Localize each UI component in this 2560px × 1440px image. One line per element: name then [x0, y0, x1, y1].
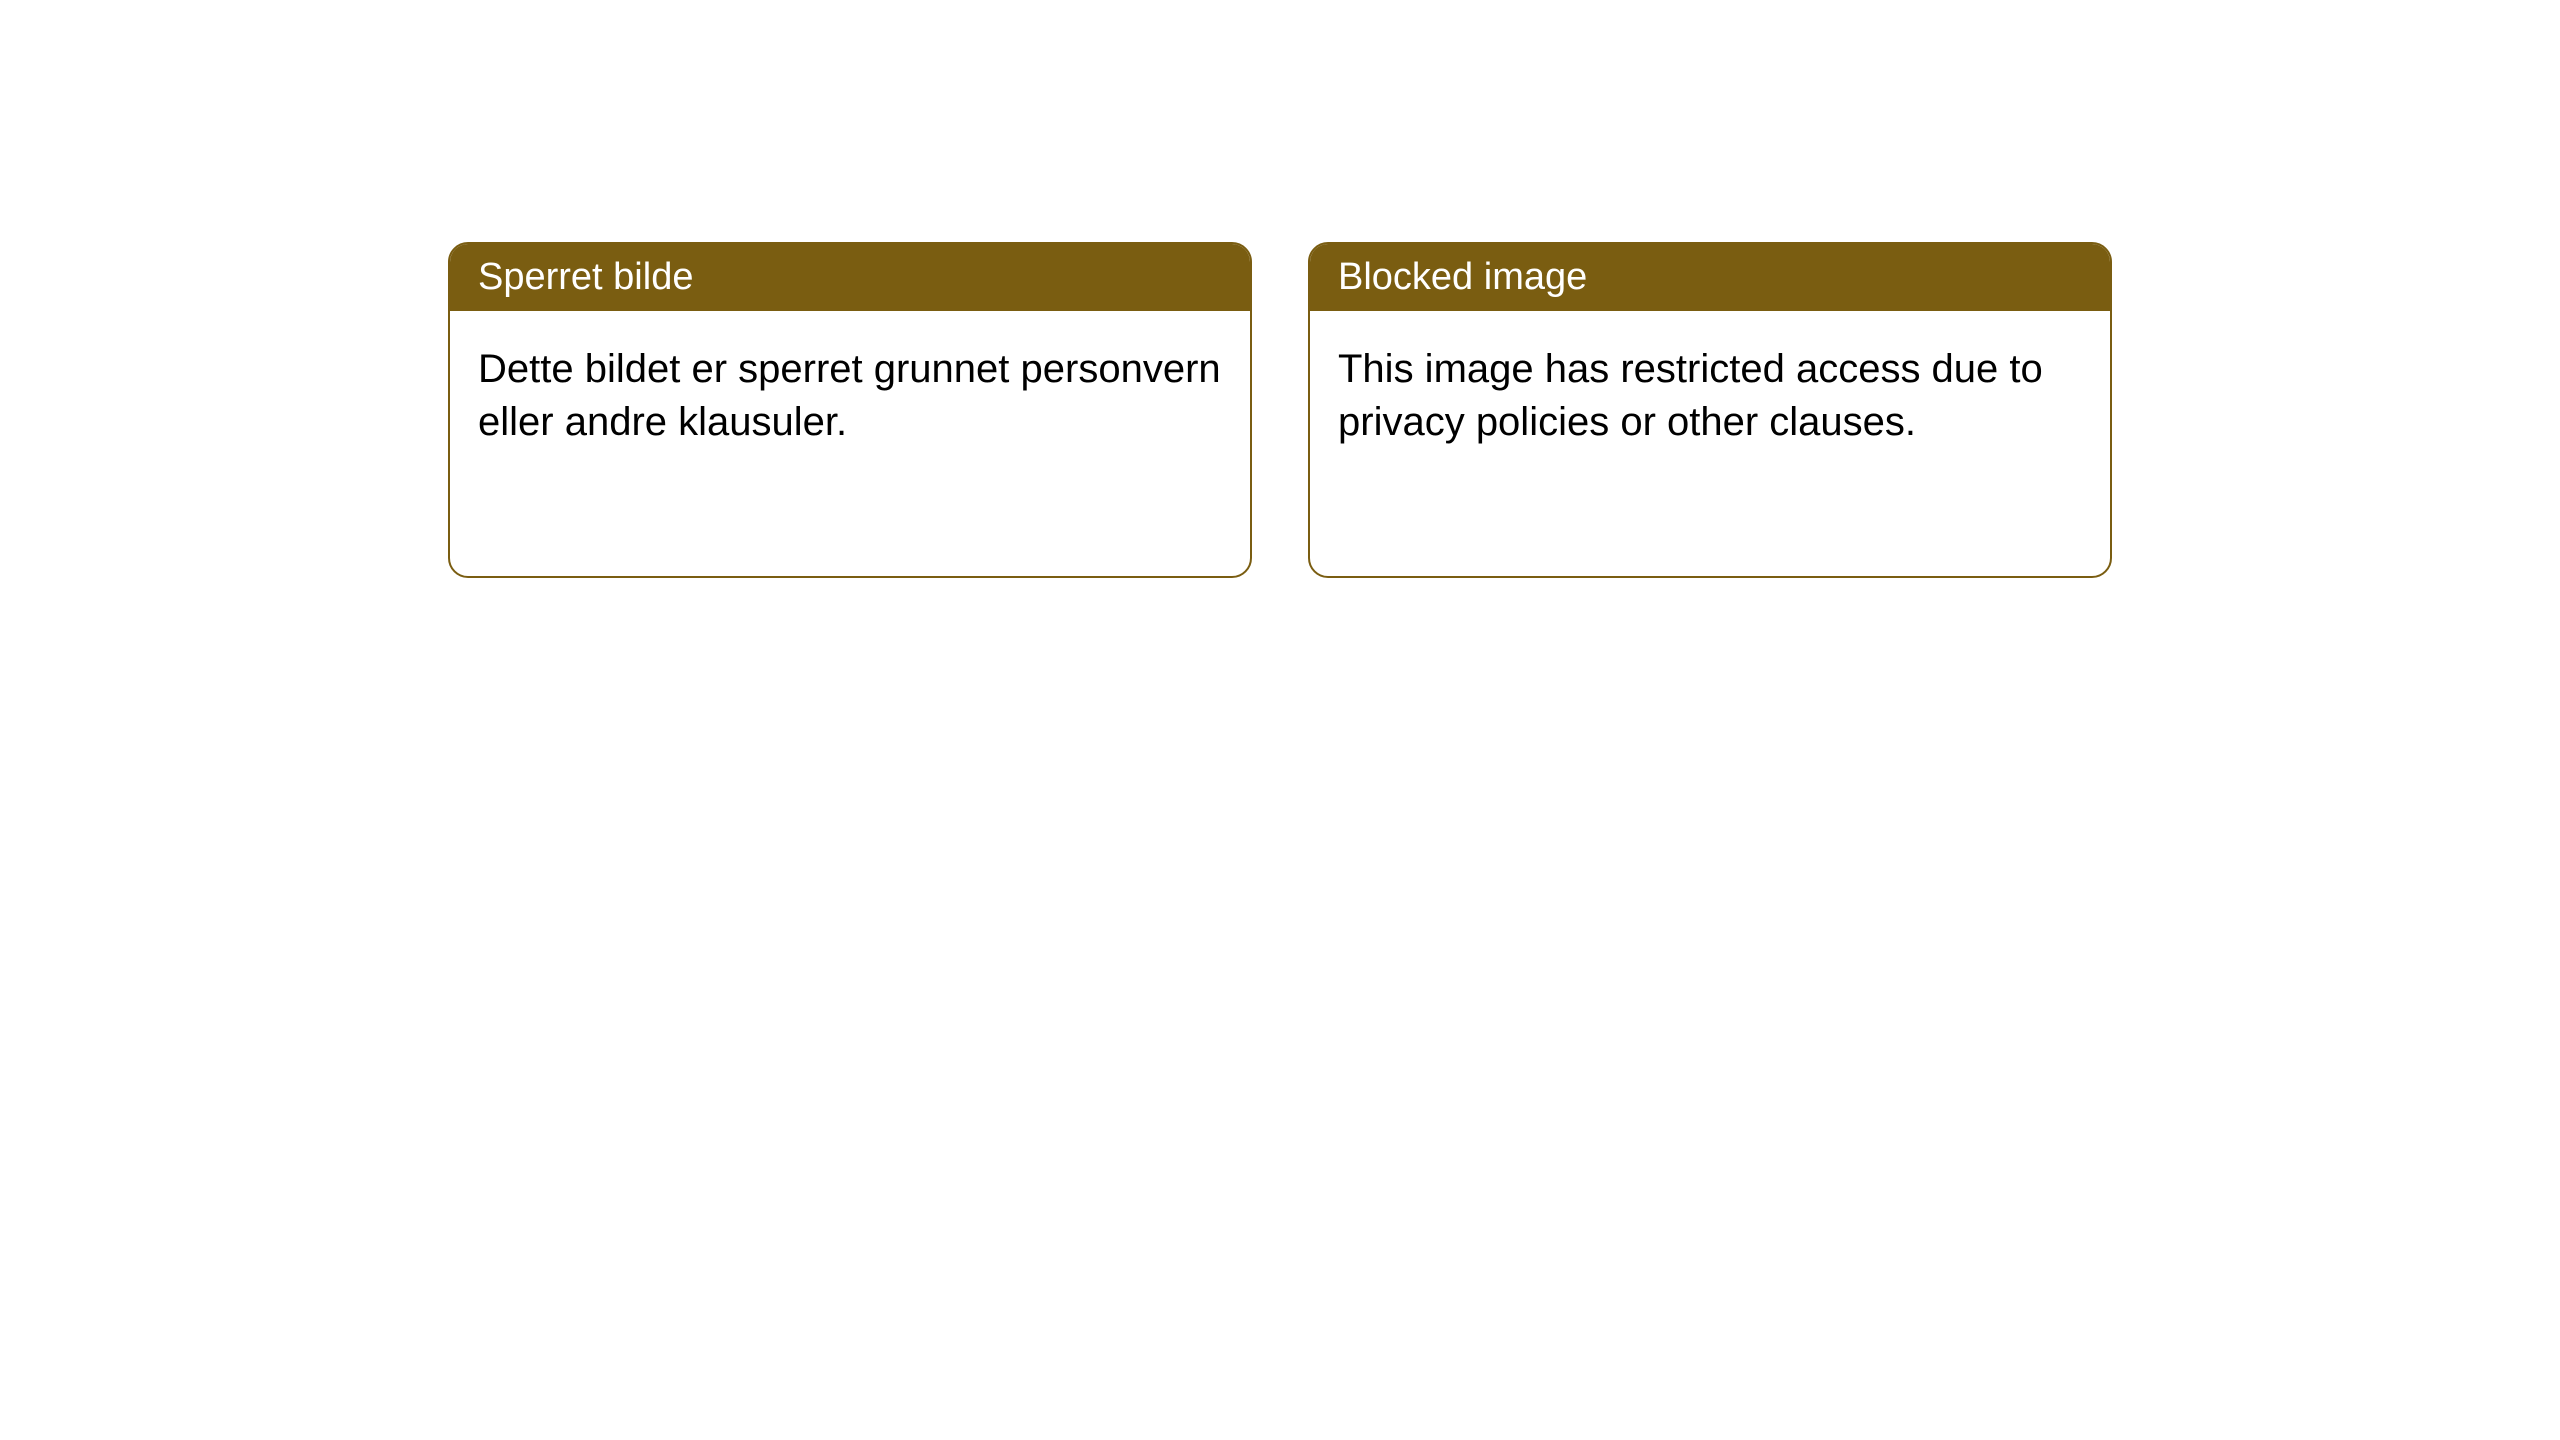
notice-header-en: Blocked image: [1310, 244, 2110, 311]
notice-box-no: Sperret bilde Dette bildet er sperret gr…: [448, 242, 1252, 578]
notice-container: Sperret bilde Dette bildet er sperret gr…: [0, 0, 2560, 578]
notice-body-no: Dette bildet er sperret grunnet personve…: [450, 311, 1250, 481]
notice-body-en: This image has restricted access due to …: [1310, 311, 2110, 481]
notice-box-en: Blocked image This image has restricted …: [1308, 242, 2112, 578]
notice-header-no: Sperret bilde: [450, 244, 1250, 311]
